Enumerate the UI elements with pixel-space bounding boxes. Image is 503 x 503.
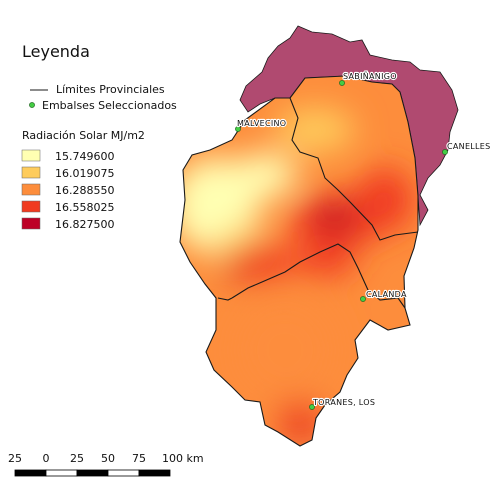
reservoir-points: SABIÑANIGO MALVECINO CANELLES CALANDA TO…: [235, 70, 491, 410]
legend: Leyenda Límites Provinciales Embalses Se…: [21, 42, 177, 231]
scale-tick-label: 75: [132, 452, 146, 465]
reservoir-label: MALVECINO: [237, 119, 286, 128]
radiation-zone-high-south: [276, 402, 324, 438]
radiation-class-2: 16.019075: [21, 166, 115, 180]
scale-segment: [138, 469, 171, 477]
scale-bar: 25 0 25 50 75 100 km: [8, 452, 204, 477]
reservoir-marker: [442, 149, 448, 155]
reservoir-toranes-los[interactable]: TORANES, LOS: [309, 397, 376, 410]
radiation-class-value: 16.827500: [55, 218, 115, 231]
scale-tick-label: 100 km: [162, 452, 204, 465]
scale-tick-label: 50: [101, 452, 115, 465]
radiation-class-value: 16.288550: [55, 184, 115, 197]
radiation-zone-mid-north: [275, 108, 355, 152]
radiation-class-3: 16.288550: [21, 183, 115, 197]
scale-bar-labels: 25 0 25 50 75 100 km: [8, 452, 204, 465]
reservoir-marker: [309, 404, 315, 410]
reservoir-legend-label: Embalses Seleccionados: [42, 99, 177, 112]
reservoir-label: CALANDA: [366, 290, 407, 299]
radiation-swatch: [21, 217, 41, 230]
scale-tick-label: 0: [43, 452, 50, 465]
reservoir-label: TORANES, LOS: [312, 398, 375, 407]
scale-tick-label: 25: [8, 452, 22, 465]
radiation-zone-low-north: [233, 153, 297, 197]
solar-radiation-raster: [180, 76, 418, 446]
aragon-outline: [179, 75, 419, 447]
reservoir-malvecino[interactable]: MALVECINO: [235, 118, 287, 132]
radiation-swatch: [21, 149, 41, 162]
scale-segment: [14, 469, 47, 477]
radiation-zone-high-east: [357, 168, 413, 232]
radiation-class-1: 15.749600: [21, 149, 115, 163]
reservoir-marker: [235, 126, 241, 132]
reservoir-label: SABIÑANIGO: [343, 71, 397, 81]
scale-bar-segments: [14, 469, 171, 477]
scale-segment: [45, 469, 78, 477]
reservoir-label: CANELLES: [447, 142, 491, 151]
reservoir-marker: [360, 296, 366, 302]
scale-tick-label: 25: [70, 452, 84, 465]
radiation-zone-high-west: [228, 244, 296, 280]
radiation-zone-mid-south: [230, 295, 340, 405]
scale-segment: [76, 469, 109, 477]
scale-segment: [107, 469, 140, 477]
boundary-legend-label: Límites Provinciales: [56, 83, 165, 96]
reservoir-legend-symbol: [29, 102, 35, 108]
zaragoza-west-spur: [217, 297, 233, 301]
reservoir-sabinanigo[interactable]: SABIÑANIGO: [339, 70, 398, 86]
radiation-swatch: [21, 166, 41, 179]
legend-title: Leyenda: [22, 42, 90, 61]
provincial-boundaries: [179, 75, 419, 447]
radiation-swatch: [21, 200, 41, 213]
radiation-class-value: 16.558025: [55, 201, 115, 214]
radiation-class-5: 16.827500: [21, 217, 115, 231]
reservoir-canelles[interactable]: CANELLES: [442, 141, 491, 155]
huesca-zaragoza-boundary: [289, 97, 419, 241]
reservoir-marker: [339, 80, 345, 86]
radiation-blobs: [180, 108, 413, 444]
radiation-class-4: 16.558025: [21, 200, 115, 214]
radiation-zone-max-center: [313, 204, 357, 232]
radiation-swatch: [21, 183, 41, 196]
reservoir-calanda[interactable]: CALANDA: [360, 289, 408, 302]
zaragoza-teruel-boundary: [231, 243, 406, 309]
radiation-zone-max-south: [294, 432, 310, 444]
radiation-class-value: 15.749600: [55, 150, 115, 163]
radiation-class-value: 16.019075: [55, 167, 115, 180]
outside-region-north: [239, 25, 459, 227]
radiation-zone-high-south-central: [295, 248, 355, 276]
radiation-legend-title: Radiación Solar MJ/m2: [22, 129, 145, 142]
